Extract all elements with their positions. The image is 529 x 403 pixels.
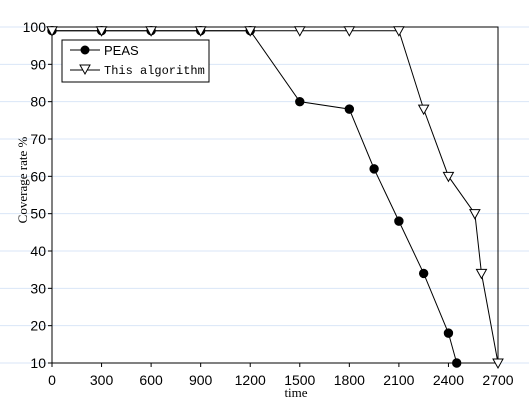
x-axis-ticks: 0 300 600 900 1200 1500 1800 2100 2400 2700 (48, 363, 514, 388)
data-point-this-algorithm (393, 26, 405, 37)
legend: PEAS This algorithm (61, 39, 210, 83)
x-tick-label: 2700 (482, 372, 513, 388)
x-tick-label: 1200 (235, 372, 266, 388)
data-point-peas (344, 104, 355, 114)
data-point-this-algorithm (417, 104, 430, 116)
y-tick-label: 80 (30, 94, 46, 110)
y-tick-label: 60 (30, 168, 46, 184)
data-point-peas (369, 164, 379, 174)
y-tick-label: 50 (30, 206, 46, 222)
data-point-this-algorithm (475, 268, 488, 280)
x-tick-label: 600 (139, 372, 163, 388)
data-point-peas (394, 216, 404, 226)
data-point-this-algorithm (244, 26, 257, 37)
data-point-this-algorithm (469, 209, 481, 220)
x-tick-label: 2400 (433, 372, 464, 388)
y-tick-label: 10 (30, 355, 46, 371)
legend-marker-peas (80, 45, 90, 55)
x-tick-label: 2100 (383, 372, 414, 388)
y-axis-title: Coverage rate % (15, 137, 30, 224)
legend-marker-this-algorithm (79, 64, 91, 76)
data-point-this-algorithm (442, 171, 455, 183)
x-tick-label: 300 (90, 372, 114, 388)
y-tick-label: 30 (30, 280, 46, 296)
x-tick-label: 1500 (284, 372, 315, 388)
data-point-peas (443, 328, 454, 338)
x-tick-label: 1800 (334, 372, 365, 388)
y-axis-ticks: 10 20 30 40 50 60 70 80 90 100 (23, 19, 52, 371)
data-point-this-algorithm (194, 26, 207, 37)
data-point-peas (452, 358, 462, 368)
series-layer (46, 26, 504, 370)
data-point-this-algorithm (145, 26, 157, 37)
data-point-this-algorithm (293, 26, 306, 37)
legend-label-this-algorithm: This algorithm (104, 64, 205, 78)
x-tick-label: 900 (189, 372, 213, 388)
x-tick-label: 0 (48, 372, 56, 388)
y-tick-label: 90 (30, 56, 46, 72)
data-point-this-algorithm (46, 26, 58, 37)
data-point-this-algorithm (95, 26, 108, 37)
data-point-this-algorithm (343, 26, 356, 37)
y-tick-label: 70 (30, 131, 46, 147)
plot-area-frame (51, 26, 499, 364)
legend-label-peas: PEAS (104, 43, 139, 58)
x-axis-title: time (284, 385, 307, 400)
data-point-this-algorithm (492, 358, 504, 370)
data-point-peas (418, 268, 429, 279)
data-point-peas (295, 96, 305, 107)
y-tick-label: 100 (23, 19, 47, 35)
y-tick-label: 20 (30, 318, 46, 334)
y-tick-label: 40 (30, 243, 46, 259)
